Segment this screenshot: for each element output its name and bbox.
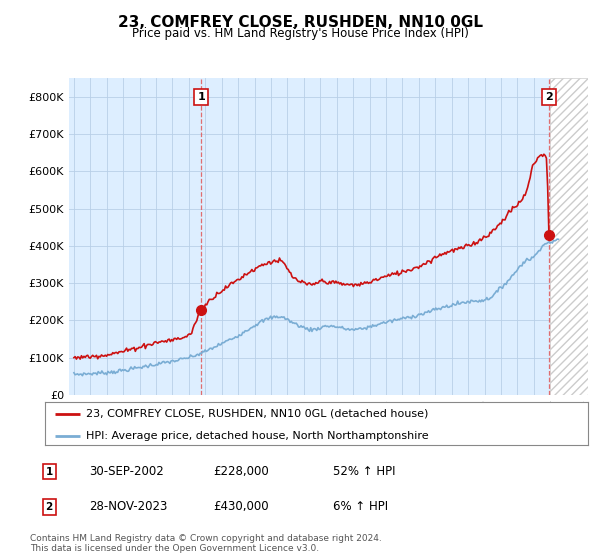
Text: 6% ↑ HPI: 6% ↑ HPI — [333, 500, 388, 514]
Text: 23, COMFREY CLOSE, RUSHDEN, NN10 0GL: 23, COMFREY CLOSE, RUSHDEN, NN10 0GL — [118, 15, 482, 30]
Text: 30-SEP-2002: 30-SEP-2002 — [89, 465, 164, 478]
Text: Price paid vs. HM Land Registry's House Price Index (HPI): Price paid vs. HM Land Registry's House … — [131, 27, 469, 40]
Text: 1: 1 — [197, 92, 205, 102]
Bar — [550, 78, 588, 395]
Text: 28-NOV-2023: 28-NOV-2023 — [89, 500, 167, 514]
Text: £430,000: £430,000 — [213, 500, 269, 514]
Text: Contains HM Land Registry data © Crown copyright and database right 2024.
This d: Contains HM Land Registry data © Crown c… — [30, 534, 382, 553]
Text: 52% ↑ HPI: 52% ↑ HPI — [333, 465, 395, 478]
Text: 2: 2 — [46, 502, 53, 512]
Text: HPI: Average price, detached house, North Northamptonshire: HPI: Average price, detached house, Nort… — [86, 431, 428, 441]
Text: 2: 2 — [545, 92, 553, 102]
Text: £228,000: £228,000 — [213, 465, 269, 478]
Text: 23, COMFREY CLOSE, RUSHDEN, NN10 0GL (detached house): 23, COMFREY CLOSE, RUSHDEN, NN10 0GL (de… — [86, 409, 428, 419]
Text: 1: 1 — [46, 466, 53, 477]
Bar — [550, 78, 588, 395]
